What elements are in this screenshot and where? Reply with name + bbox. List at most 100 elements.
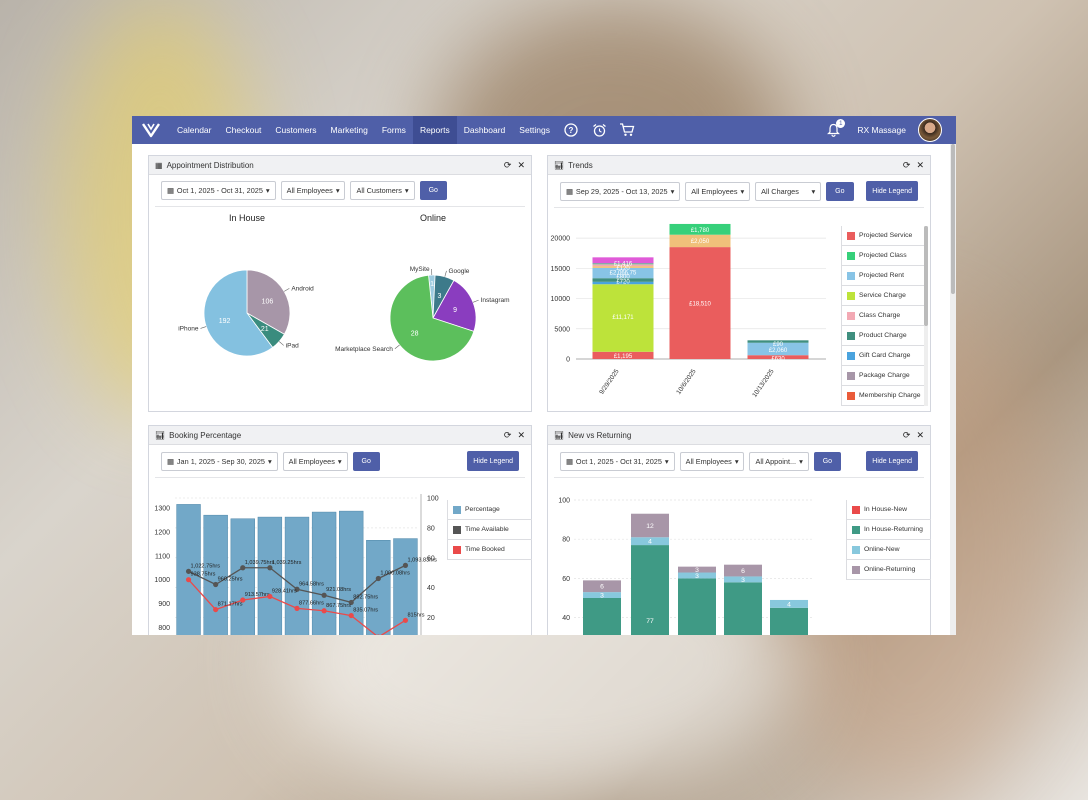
close-icon[interactable]: ✕ — [916, 429, 924, 440]
close-icon[interactable]: ✕ — [916, 159, 924, 170]
series-point[interactable] — [402, 562, 409, 568]
bar-segment[interactable] — [747, 355, 809, 359]
bar-segment[interactable] — [592, 351, 654, 359]
go-button[interactable]: Go — [419, 181, 447, 200]
bar-segment[interactable] — [747, 340, 809, 343]
avatar[interactable] — [918, 118, 942, 142]
bar-segment[interactable] — [592, 284, 654, 352]
nav-marketing[interactable]: Marketing — [330, 125, 368, 135]
bar-segment[interactable] — [724, 564, 762, 577]
bar[interactable] — [257, 516, 283, 635]
series-point[interactable] — [376, 634, 381, 635]
bar-segment[interactable] — [583, 598, 621, 635]
legend-item[interactable]: In House-New — [847, 500, 931, 520]
hide-legend-button[interactable]: Hide Legend — [866, 451, 918, 471]
legend-item[interactable]: Product Charge — [842, 326, 928, 346]
legend-item[interactable]: Projected Service — [842, 226, 928, 246]
cart-icon[interactable] — [619, 122, 635, 138]
bar-segment[interactable] — [592, 263, 654, 265]
legend-scrollbar[interactable] — [924, 226, 928, 406]
bar-segment[interactable] — [631, 537, 669, 546]
series-point[interactable] — [348, 612, 354, 619]
bar-segment[interactable] — [678, 572, 716, 579]
legend-item[interactable]: Gift Card Charge — [842, 346, 928, 366]
series-point[interactable] — [185, 568, 192, 574]
bar-segment[interactable] — [631, 513, 669, 538]
refresh-icon[interactable]: ⟳ — [503, 429, 512, 440]
charges-select[interactable]: All Charges ▾ — [755, 181, 822, 201]
series-point[interactable] — [348, 599, 354, 606]
customers-select[interactable]: All Customers ▾ — [350, 181, 415, 200]
refresh-icon[interactable]: ⟳ — [902, 429, 911, 440]
bar-segment[interactable] — [747, 342, 809, 356]
bar[interactable] — [230, 518, 255, 635]
legend-item[interactable]: Time Booked — [448, 540, 532, 560]
series-point[interactable] — [321, 592, 327, 598]
refresh-icon[interactable]: ⟳ — [902, 159, 911, 170]
bar-segment[interactable] — [770, 607, 808, 635]
series-point[interactable] — [402, 617, 409, 623]
bar[interactable] — [393, 538, 418, 635]
account-name[interactable]: RX Massage — [857, 125, 906, 135]
refresh-icon[interactable]: ⟳ — [503, 159, 512, 170]
bar-segment[interactable] — [724, 582, 762, 635]
close-icon[interactable]: ✕ — [517, 429, 525, 440]
bar[interactable] — [311, 511, 337, 635]
series-point[interactable] — [267, 565, 273, 571]
bar-segment[interactable] — [669, 247, 731, 359]
series-point[interactable] — [213, 606, 219, 613]
bar-segment[interactable] — [724, 576, 762, 583]
legend-item[interactable]: Service Charge — [842, 286, 928, 306]
go-button[interactable]: Go — [352, 451, 380, 471]
bar-segment[interactable] — [669, 234, 731, 248]
employees-select[interactable]: All Employees ▾ — [679, 451, 745, 471]
bar[interactable] — [366, 540, 391, 635]
nav-checkout[interactable]: Checkout — [225, 125, 262, 135]
bar-segment[interactable] — [583, 592, 621, 598]
hide-legend-button[interactable]: Hide Legend — [467, 451, 519, 471]
go-button[interactable]: Go — [826, 181, 854, 201]
bar-segment[interactable] — [631, 545, 669, 635]
hide-legend-button[interactable]: Hide Legend — [866, 181, 918, 201]
bar-segment[interactable] — [592, 267, 654, 279]
legend-item[interactable]: Package Charge — [842, 366, 928, 386]
nav-customers[interactable]: Customers — [275, 125, 317, 135]
series-point[interactable] — [213, 581, 219, 588]
legend-item[interactable]: Percentage — [448, 500, 532, 520]
legend-item[interactable]: Class Charge — [842, 306, 928, 326]
series-point[interactable] — [267, 593, 273, 600]
legend-item[interactable]: Online-New — [847, 540, 931, 560]
logo-icon[interactable] — [140, 119, 162, 141]
series-point[interactable] — [294, 605, 300, 611]
bar-segment[interactable] — [583, 580, 621, 593]
pie-slice[interactable] — [203, 269, 274, 357]
series-point[interactable] — [185, 577, 192, 583]
bar-segment[interactable] — [678, 578, 716, 635]
bar-segment[interactable] — [592, 278, 654, 282]
legend-item[interactable]: Membership Charge — [842, 386, 928, 406]
appointments-select[interactable]: All Appoint... ▾ — [749, 451, 809, 471]
nav-settings[interactable]: Settings — [519, 125, 551, 135]
bar-segment[interactable] — [669, 223, 731, 235]
page-scrollbar[interactable] — [950, 144, 956, 635]
series-point[interactable] — [375, 575, 381, 582]
bar[interactable] — [284, 516, 310, 635]
date-range-picker[interactable]: ▦ Jan 1, 2025 - Sep 30, 2025 ▾ — [161, 451, 278, 471]
pie-slice[interactable] — [432, 279, 477, 332]
bar-segment[interactable] — [592, 264, 654, 267]
close-icon[interactable]: ✕ — [517, 159, 525, 170]
series-point[interactable] — [321, 608, 327, 614]
nav-calendar[interactable]: Calendar — [177, 125, 212, 135]
go-button[interactable]: Go — [813, 451, 842, 471]
legend-item[interactable]: In House-Returning — [847, 520, 931, 540]
series-point[interactable] — [240, 597, 246, 603]
notification-bell-icon[interactable]: 1 — [825, 119, 846, 138]
date-range-picker[interactable]: ▦ Oct 1, 2025 - Oct 31, 2025 ▾ — [161, 181, 276, 200]
employees-select[interactable]: All Employees ▾ — [282, 451, 348, 471]
bar[interactable] — [203, 514, 228, 635]
alarm-clock-icon[interactable] — [591, 122, 607, 138]
date-range-picker[interactable]: ▦ Sep 29, 2025 - Oct 13, 2025 ▾ — [560, 181, 681, 201]
legend-item[interactable]: Time Available — [448, 520, 532, 540]
employees-select[interactable]: All Employees ▾ — [280, 181, 346, 200]
date-range-picker[interactable]: ▦ Oct 1, 2025 - Oct 31, 2025 ▾ — [560, 451, 675, 471]
